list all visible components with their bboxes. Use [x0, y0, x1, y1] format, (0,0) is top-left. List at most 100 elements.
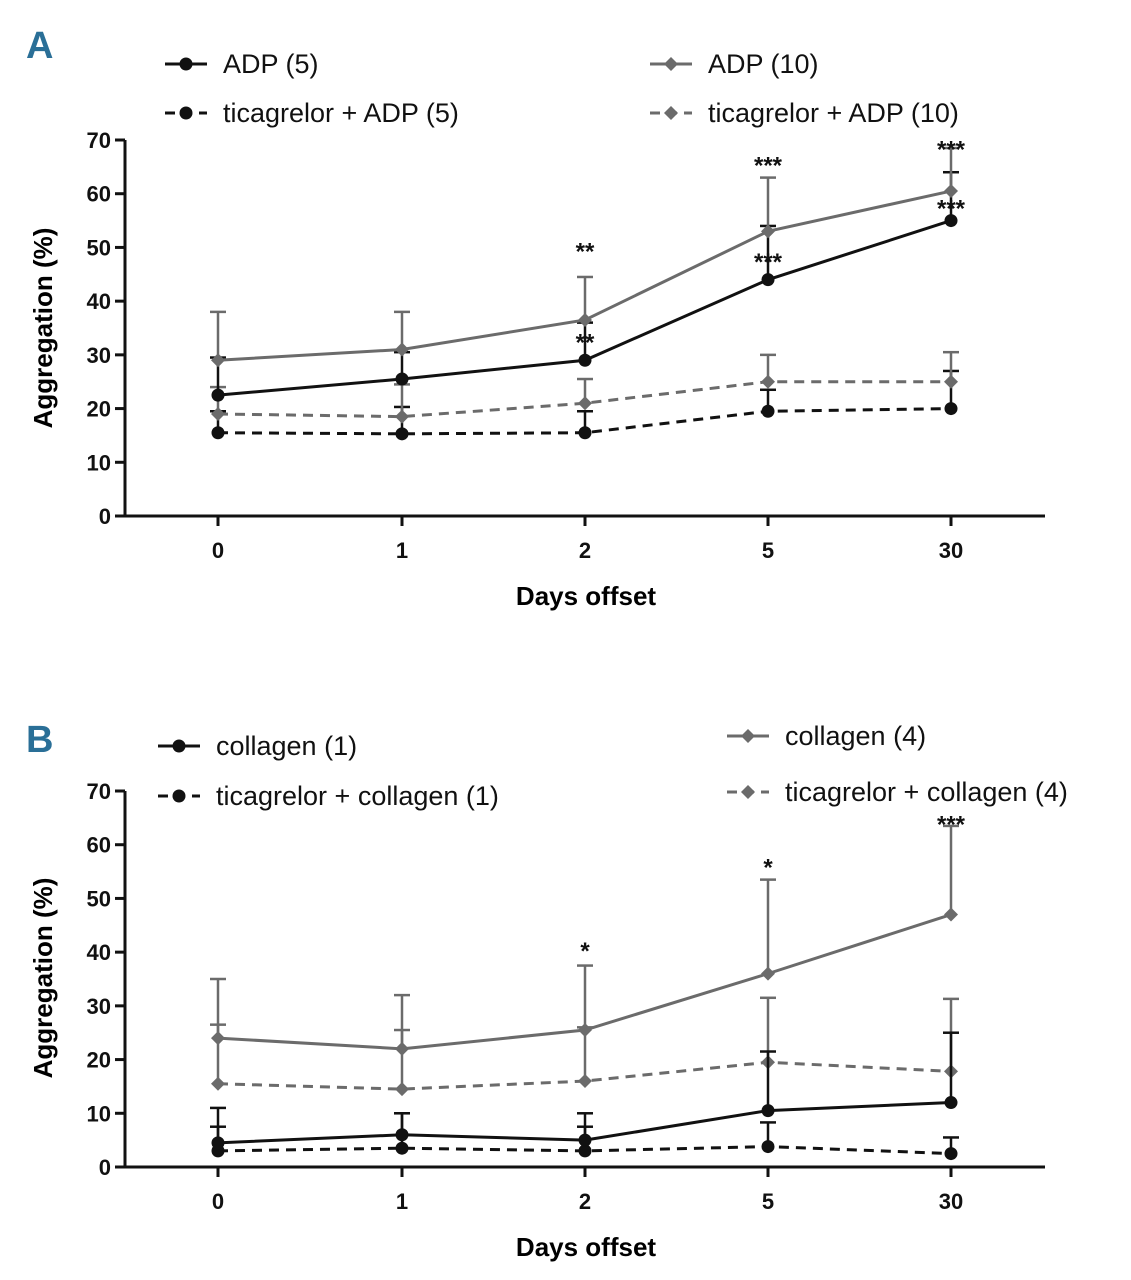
panel-a-series-1: [210, 170, 959, 402]
panel-b-y-tick-label: 20: [87, 1048, 111, 1073]
panel-b-legend-label: collagen (1): [216, 731, 357, 761]
panel-a-data-point: [944, 184, 958, 199]
panel-a-series-2: [210, 146, 959, 368]
panel-b-data-point: [944, 907, 958, 922]
panel-b-legend-swatch-marker: [741, 785, 755, 799]
panel-b-y-tick-label: 10: [87, 1101, 111, 1126]
panel-a-y-tick-label: 50: [87, 235, 111, 260]
panel-a-data-point: [944, 402, 958, 416]
panel-b-legend-swatch-marker: [172, 739, 186, 753]
panel-a-legend-swatch-marker: [664, 106, 678, 120]
panel-a-legend-label: ADP (5): [223, 49, 319, 79]
panel-a-y-tick-label: 0: [99, 504, 111, 529]
panel-b-significance-label: ***: [937, 812, 966, 839]
panel-b-data-point: [578, 1074, 592, 1089]
panel-a-data-point: [211, 406, 225, 421]
panel-b-legend-item: ticagrelor + collagen (4): [727, 777, 1068, 807]
panel-b-y-tick-label: 0: [99, 1155, 111, 1180]
panel-a-y-tick-label: 60: [87, 182, 111, 207]
panel-a-y-tick-label: 40: [87, 289, 111, 314]
panel-a-data-point: [395, 409, 409, 424]
panel-b-data-point: [944, 1096, 958, 1110]
panel-a-legend-label: ticagrelor + ADP (10): [708, 98, 959, 128]
panel-b-letter: B: [26, 719, 53, 761]
panel-a-series-line: [217, 407, 952, 436]
panel-b-legend-swatch-marker: [741, 729, 755, 743]
panel-b-legend-label: collagen (4): [785, 721, 926, 751]
panel-b-series-line: [217, 1060, 952, 1091]
panel-b-data-point: [944, 1147, 958, 1161]
panel-b-legend-item: ticagrelor + collagen (1): [158, 781, 499, 811]
panel-a-letter: A: [26, 25, 53, 67]
panel-b-y-tick-label: 30: [87, 994, 111, 1019]
panel-a-data-point: [944, 374, 958, 389]
panel-a-x-tick-label: 0: [212, 538, 224, 563]
panel-a-data-point: [578, 353, 592, 367]
panel-a-x-tick-label: 30: [939, 538, 963, 563]
panel-b-data-point: [395, 1141, 409, 1155]
panel-a-y-tick-label: 10: [87, 450, 111, 475]
panel-a-legend-label: ADP (10): [708, 49, 819, 79]
panel-b-legend-label: ticagrelor + collagen (4): [785, 777, 1068, 807]
panel-b-data-point: [578, 1133, 592, 1147]
panel-b-legend-item: collagen (4): [727, 721, 926, 751]
panel-a-x-axis-title: Days offset: [516, 581, 656, 611]
panel-a-x-tick-label: 2: [579, 538, 591, 563]
panel-b-x-axis-title: Days offset: [516, 1232, 656, 1262]
panel-b-data-point: [395, 1082, 409, 1097]
panel-a-y-tick-label: 20: [87, 397, 111, 422]
panel-b-data-point: [211, 1136, 225, 1150]
panel-a-legend-item: ADP (5): [165, 49, 319, 79]
panel-a-data-point: [578, 312, 592, 327]
panel-a-legend-label: ticagrelor + ADP (5): [223, 98, 459, 128]
panel-a-significance-label: ***: [754, 249, 783, 276]
panel-b-y-axis-title: Aggregation (%): [28, 878, 58, 1079]
panel-a-y-axis-title: Aggregation (%): [28, 228, 58, 429]
panel-b-series-1: [210, 1031, 959, 1150]
panel-b-data-point: [761, 1104, 775, 1118]
panel-a-series-line: [217, 380, 951, 419]
panel-a-legend-item: ticagrelor + ADP (5): [165, 98, 459, 128]
panel-a-legend-swatch-marker: [664, 57, 678, 71]
panel-a-data-point: [211, 353, 225, 368]
panel-a-significance-label: **: [576, 330, 595, 357]
panel-b-data-point: [761, 1140, 775, 1154]
panel-a-y-tick-label: 70: [87, 128, 111, 153]
panel-b-data-point: [761, 966, 775, 981]
panel-b-series-4: [210, 996, 959, 1097]
panel-b-y-tick-label: 50: [87, 886, 111, 911]
panel-b-series-2: [210, 824, 959, 1056]
panel-b-x-tick-label: 0: [212, 1189, 224, 1214]
panel-a-x-tick-label: 1: [396, 538, 408, 563]
panel-a-significance-label: ***: [754, 152, 783, 179]
panel-a-data-point: [395, 342, 409, 357]
panel-a-legend-item: ticagrelor + ADP (10): [650, 98, 959, 128]
panel-b-x-tick-label: 30: [939, 1189, 963, 1214]
panel-a-significance-label: ***: [937, 136, 966, 163]
panel-a-data-point: [211, 426, 225, 440]
panel-b-series-line: [217, 1145, 952, 1156]
panel-a-data-point: [211, 388, 225, 402]
panel-a-legend-item: ADP (10): [650, 49, 819, 79]
panel-a-legend: ADP (5) ADP (10) ticagrelor + ADP (5) ticag…: [165, 49, 959, 128]
panel-b-data-point: [211, 1076, 225, 1091]
panel-b-legend-swatch-marker: [172, 789, 186, 803]
panel-a-data-point: [761, 273, 775, 287]
panel-b-y-tick-label: 70: [87, 779, 111, 804]
panel-b-legend-item: collagen (1): [158, 731, 357, 761]
panel-b-x-tick-label: 5: [762, 1189, 774, 1214]
panel-a-data-point: [395, 372, 409, 386]
panel-a-data-point: [395, 427, 409, 441]
panel-b-y-tick-label: 40: [87, 940, 111, 965]
panel-b: B collagen (1) collagen (4) ticagrelor + c…: [26, 719, 1068, 1262]
panel-b-legend: collagen (1) collagen (4) ticagrelor + col…: [158, 721, 1068, 811]
panel-b-significance-label: *: [763, 855, 773, 882]
panel-a-data-point: [578, 426, 592, 440]
panel-a-legend-swatch-marker: [179, 106, 193, 120]
panel-a-significance-label: **: [576, 238, 595, 265]
panel-a-y-tick-label: 30: [87, 343, 111, 368]
panel-a-x-tick-label: 5: [762, 538, 774, 563]
panel-b-x-tick-label: 2: [579, 1189, 591, 1214]
